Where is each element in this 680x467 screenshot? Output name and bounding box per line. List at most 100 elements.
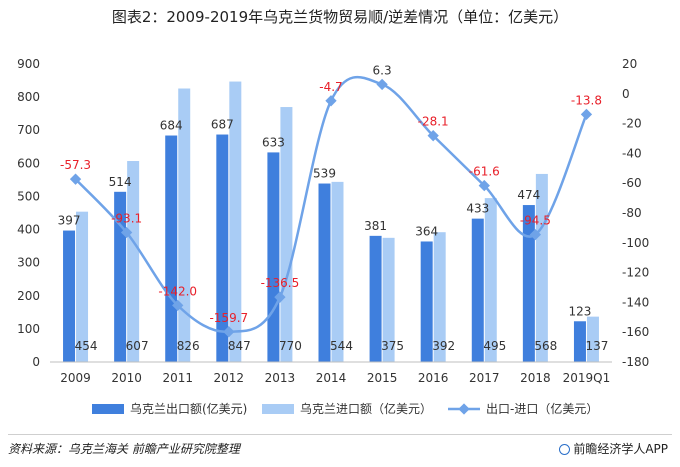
x-tick-label: 2014 xyxy=(316,371,347,385)
y-left-tick-label: 700 xyxy=(17,123,40,137)
import-value-label: 375 xyxy=(381,339,404,353)
import-bar xyxy=(433,232,446,362)
export-value-label: 539 xyxy=(313,167,336,181)
y-right-tick-label: 20 xyxy=(622,57,637,71)
footer: 资料来源：乌克兰海关 前瞻产业研究院整理 前瞻经济学人APP xyxy=(0,434,680,467)
export-bar xyxy=(471,218,484,362)
x-tick-label: 2018 xyxy=(520,371,551,385)
trade-balance-chart: 0100200300400500600700800900-180-160-140… xyxy=(17,57,649,416)
balance-value-label: -4.7 xyxy=(319,80,342,94)
balance-value-label: -94.5 xyxy=(520,214,551,228)
import-value-label: 544 xyxy=(330,339,353,353)
y-right-tick-label: -180 xyxy=(622,355,649,369)
import-bar xyxy=(484,198,497,362)
y-left-tick-label: 0 xyxy=(32,355,40,369)
footer-divider xyxy=(8,434,672,435)
balance-value-label: -57.3 xyxy=(60,158,91,172)
data-labels-layer: 397 454 514 607 684 826 687 847 633 770 539 544 381 3… xyxy=(58,63,609,353)
balance-value-label: -136.5 xyxy=(261,276,300,290)
brand-logo-icon xyxy=(559,444,571,455)
import-bar xyxy=(382,237,395,362)
import-value-label: 392 xyxy=(432,339,455,353)
x-tick-label: 2009 xyxy=(60,371,91,385)
balance-value-label: -142.0 xyxy=(158,284,197,298)
chart-title: 图表2：2009-2019年乌克兰货物贸易顺/逆差情况（单位：亿美元） xyxy=(111,8,569,26)
balance-value-label: -61.6 xyxy=(469,165,500,179)
legend-swatch-export xyxy=(92,404,124,414)
x-tick-label: 2011 xyxy=(162,371,193,385)
y-left-tick-label: 100 xyxy=(17,322,40,336)
y-right-tick-label: 0 xyxy=(622,87,630,101)
export-bar xyxy=(420,241,433,362)
y-left-tick-label: 600 xyxy=(17,156,40,170)
balance-point xyxy=(529,228,542,241)
balance-point xyxy=(580,108,593,121)
y-left-tick-label: 900 xyxy=(17,57,40,71)
y-right-tick-label: -120 xyxy=(622,266,649,280)
y-right-tick-label: -40 xyxy=(622,146,642,160)
import-value-label: 454 xyxy=(75,339,98,353)
balance-value-label: -93.1 xyxy=(111,212,142,226)
legend-label-import: 乌克兰进口额（亿美元） xyxy=(300,401,432,416)
balance-value-label: -159.7 xyxy=(209,311,248,325)
legend-swatch-balance-point xyxy=(458,403,470,415)
export-value-label: 633 xyxy=(262,135,285,149)
export-value-label: 364 xyxy=(415,224,438,238)
x-tick-label: 2010 xyxy=(111,371,142,385)
legend-label-export: 乌克兰出口额(亿美元) xyxy=(130,401,247,416)
axes-layer: 0100200300400500600700800900-180-160-140… xyxy=(17,57,649,385)
y-left-tick-label: 200 xyxy=(17,289,40,303)
y-right-tick-label: -80 xyxy=(622,206,642,220)
import-value-label: 847 xyxy=(228,339,251,353)
export-bar xyxy=(63,230,76,362)
balance-point xyxy=(427,130,439,142)
export-bar xyxy=(216,134,229,362)
export-bar xyxy=(573,321,586,362)
x-tick-label: 2013 xyxy=(265,371,296,385)
export-value-label: 474 xyxy=(517,188,540,202)
y-right-tick-label: -20 xyxy=(622,117,642,131)
legend-label-balance: 出口-进口（亿美元） xyxy=(486,401,598,416)
export-bar xyxy=(369,235,382,362)
import-bar xyxy=(331,181,344,362)
balance-point xyxy=(223,326,235,338)
bars-layer xyxy=(63,81,599,363)
export-bar xyxy=(318,183,331,362)
brand-credit: 前瞻经济学人APP xyxy=(559,440,668,457)
import-bar xyxy=(178,88,191,362)
import-value-label: 607 xyxy=(126,339,149,353)
balance-point xyxy=(172,299,184,312)
import-bar xyxy=(229,81,242,362)
balance-line-layer xyxy=(69,75,593,338)
balance-series-line xyxy=(74,75,588,334)
legend-swatch-import xyxy=(262,404,294,414)
import-bar xyxy=(127,161,140,362)
import-bar xyxy=(535,173,548,362)
import-bar xyxy=(76,211,89,362)
x-tick-label: 2017 xyxy=(469,371,500,385)
y-left-tick-label: 400 xyxy=(17,223,40,237)
export-value-label: 514 xyxy=(109,175,132,189)
source-note: 资料来源：乌克兰海关 前瞻产业研究院整理 xyxy=(8,442,240,456)
import-value-label: 137 xyxy=(586,339,609,353)
export-bar xyxy=(165,135,178,362)
export-value-label: 397 xyxy=(58,214,81,228)
x-tick-label: 2016 xyxy=(418,371,449,385)
legend: 乌克兰出口额(亿美元) 乌克兰进口额（亿美元） 出口-进口（亿美元） xyxy=(92,401,598,416)
balance-value-label: 6.3 xyxy=(373,63,392,77)
import-value-label: 495 xyxy=(483,339,506,353)
y-right-tick-label: -140 xyxy=(622,295,649,309)
balance-point xyxy=(325,95,337,107)
balance-point xyxy=(274,291,286,303)
y-right-tick-label: -160 xyxy=(622,325,649,339)
balance-point xyxy=(376,78,388,91)
balance-point xyxy=(478,179,490,192)
export-value-label: 684 xyxy=(160,119,183,133)
import-value-label: 770 xyxy=(279,339,302,353)
export-value-label: 381 xyxy=(364,219,387,233)
balance-value-label: -28.1 xyxy=(418,115,449,129)
balance-value-label: -13.8 xyxy=(571,93,602,107)
brand-text: 前瞻经济学人APP xyxy=(573,442,668,456)
y-right-tick-label: -60 xyxy=(622,176,642,190)
import-value-label: 568 xyxy=(534,339,557,353)
